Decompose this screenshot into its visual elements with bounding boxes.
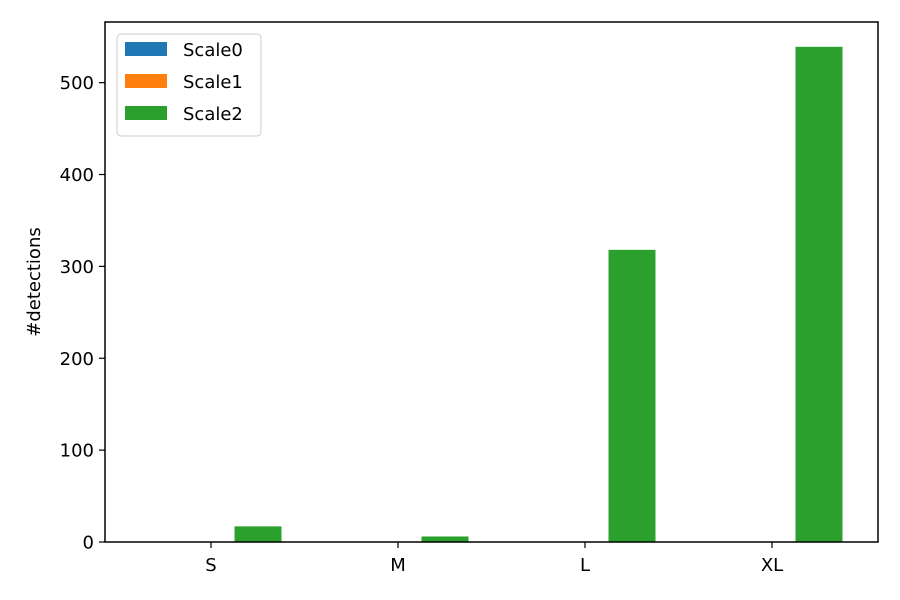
y-tick-label: 300 xyxy=(60,257,94,278)
x-tick-label: M xyxy=(390,555,406,576)
bar-scale2-s xyxy=(234,526,282,542)
x-tick-label: XL xyxy=(761,555,783,576)
y-tick-label: 100 xyxy=(60,441,94,462)
y-tick-label: 0 xyxy=(83,533,94,554)
bar-scale2-xl xyxy=(795,46,843,543)
legend: Scale0 Scale1 Scale2 xyxy=(116,33,262,137)
x-tick-label: S xyxy=(205,555,216,576)
y-tick-label: 200 xyxy=(60,349,94,370)
legend-label-scale2: Scale2 xyxy=(183,104,243,125)
bars-layer xyxy=(234,46,843,543)
y-tick-label: 400 xyxy=(60,165,94,186)
y-axis-label: #detections xyxy=(24,227,45,336)
bar-scale2-l xyxy=(608,249,656,542)
plot-frame xyxy=(104,21,879,543)
legend-label-scale1: Scale1 xyxy=(183,72,243,93)
x-axis: S M L XL xyxy=(205,542,783,576)
legend-swatch-scale1 xyxy=(125,74,167,88)
legend-swatch-scale2 xyxy=(125,106,167,120)
x-tick-label: L xyxy=(580,555,590,576)
bar-scale2-m xyxy=(421,536,469,542)
legend-label-scale0: Scale0 xyxy=(183,40,243,61)
y-axis: 0 100 200 300 400 500 xyxy=(60,73,105,554)
legend-swatch-scale0 xyxy=(125,42,167,56)
y-tick-label: 500 xyxy=(60,73,94,94)
